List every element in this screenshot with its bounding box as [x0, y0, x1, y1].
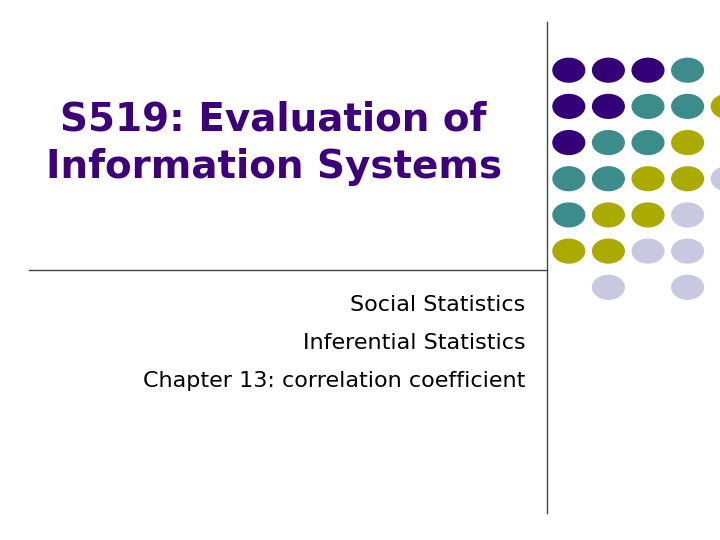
- Circle shape: [593, 275, 624, 299]
- Circle shape: [632, 239, 664, 263]
- Text: Social Statistics: Social Statistics: [351, 295, 526, 315]
- Circle shape: [553, 239, 585, 263]
- Circle shape: [672, 131, 703, 154]
- Circle shape: [632, 131, 664, 154]
- Circle shape: [593, 94, 624, 118]
- Circle shape: [672, 239, 703, 263]
- Text: S519: Evaluation of
Information Systems: S519: Evaluation of Information Systems: [45, 100, 502, 186]
- Circle shape: [632, 203, 664, 227]
- Circle shape: [593, 131, 624, 154]
- Text: Chapter 13: correlation coefficient: Chapter 13: correlation coefficient: [143, 370, 526, 391]
- Circle shape: [553, 203, 585, 227]
- Circle shape: [632, 94, 664, 118]
- Circle shape: [672, 167, 703, 191]
- Circle shape: [672, 275, 703, 299]
- Circle shape: [593, 58, 624, 82]
- Circle shape: [593, 167, 624, 191]
- Circle shape: [553, 58, 585, 82]
- Circle shape: [672, 58, 703, 82]
- Circle shape: [632, 167, 664, 191]
- Circle shape: [672, 94, 703, 118]
- Circle shape: [553, 131, 585, 154]
- Circle shape: [711, 94, 720, 118]
- Circle shape: [672, 203, 703, 227]
- Text: Inferential Statistics: Inferential Statistics: [303, 333, 526, 353]
- Circle shape: [593, 203, 624, 227]
- Circle shape: [711, 167, 720, 191]
- Circle shape: [593, 239, 624, 263]
- Circle shape: [553, 167, 585, 191]
- Circle shape: [553, 94, 585, 118]
- Circle shape: [632, 58, 664, 82]
